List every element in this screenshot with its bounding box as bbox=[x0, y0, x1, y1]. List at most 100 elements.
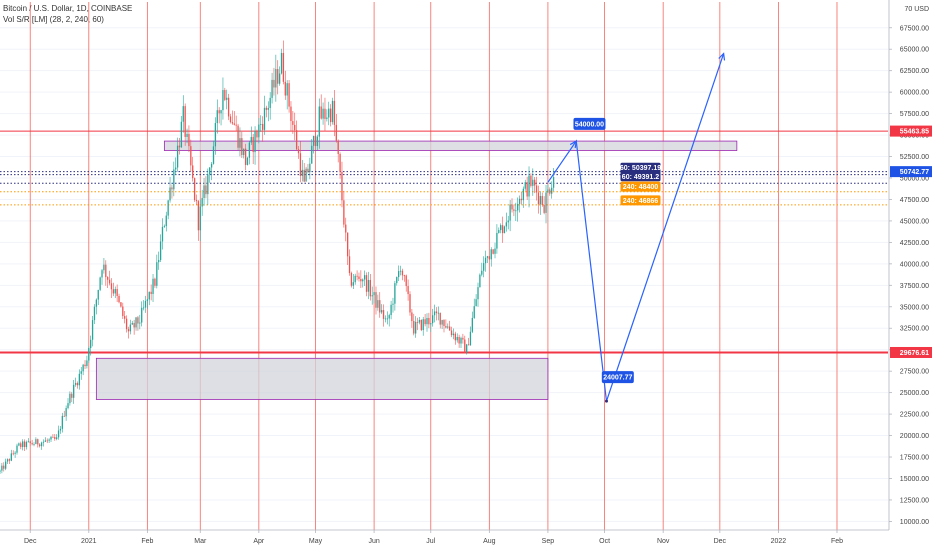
candle-body bbox=[403, 275, 405, 277]
time-tick-label: Dec bbox=[24, 538, 37, 545]
candle-body bbox=[222, 90, 224, 111]
candle-body bbox=[552, 177, 555, 188]
indicator-label-box bbox=[620, 181, 661, 192]
indicator-title: Vol S/R [LM] (28, 2, 240, 60) bbox=[3, 15, 104, 24]
candle-body bbox=[97, 289, 99, 300]
axis-price-label-box bbox=[890, 125, 932, 137]
candle-body bbox=[248, 142, 251, 158]
candle-body bbox=[186, 133, 188, 137]
candle-body bbox=[363, 275, 366, 280]
candle-body bbox=[246, 157, 249, 165]
candle-body bbox=[5, 461, 7, 469]
candle-body bbox=[84, 364, 86, 367]
candle-body bbox=[161, 226, 164, 242]
candle-body bbox=[71, 393, 73, 398]
candle-body bbox=[314, 135, 317, 147]
candle-body bbox=[54, 437, 56, 439]
candle-body bbox=[192, 165, 194, 179]
candle-body bbox=[171, 187, 173, 190]
candle-body bbox=[346, 232, 349, 257]
price-tick-label: 40000.00 bbox=[900, 261, 929, 268]
candle-body bbox=[350, 273, 353, 286]
candle-body bbox=[159, 241, 162, 261]
candle-body bbox=[411, 312, 413, 322]
candle-body bbox=[3, 465, 5, 469]
candle-body bbox=[271, 79, 273, 98]
time-tick-label: Nov bbox=[657, 538, 670, 545]
candle-body bbox=[195, 199, 198, 202]
candle-body bbox=[479, 274, 481, 288]
candle-body bbox=[501, 225, 504, 234]
candle-body bbox=[513, 209, 515, 211]
candle-body bbox=[99, 277, 101, 290]
candle-body bbox=[141, 307, 143, 323]
candle-body bbox=[373, 292, 375, 296]
candle-body bbox=[116, 289, 118, 296]
candle-body bbox=[524, 182, 526, 189]
candle-body bbox=[275, 69, 277, 88]
candle-body bbox=[207, 174, 209, 195]
candle-body bbox=[120, 302, 122, 307]
candle-body bbox=[180, 121, 183, 148]
candle-body bbox=[294, 124, 296, 131]
price-axis: 10000.00 12500.00 15000.00 17500.00 20000.00… bbox=[888, 0, 932, 550]
candle-body bbox=[483, 263, 485, 271]
price-tick-label: 20000.00 bbox=[900, 433, 929, 440]
candle-body bbox=[318, 106, 320, 137]
candle-body bbox=[471, 317, 474, 332]
candle-body bbox=[375, 292, 377, 308]
time-tick-label: 2022 bbox=[771, 538, 787, 545]
candle-body bbox=[449, 326, 451, 331]
candle-body bbox=[39, 444, 41, 447]
candle-body bbox=[343, 200, 345, 225]
candle-body bbox=[233, 123, 235, 125]
candle-body bbox=[6, 459, 9, 462]
candle-body bbox=[252, 136, 254, 153]
candle-body bbox=[307, 168, 309, 173]
candle-body bbox=[299, 153, 302, 176]
candle-body bbox=[133, 322, 135, 328]
candle-body bbox=[388, 315, 390, 319]
candle-body bbox=[241, 138, 243, 156]
candle-body bbox=[16, 445, 18, 453]
projection-arrow-up bbox=[569, 139, 578, 149]
candle-body bbox=[148, 291, 150, 300]
candle-body bbox=[335, 124, 337, 141]
candle-body bbox=[220, 110, 222, 114]
candle-body bbox=[530, 175, 532, 186]
candle-body bbox=[57, 430, 60, 438]
indicator-label-text: 240: 48400 bbox=[623, 184, 659, 191]
candle-body bbox=[59, 428, 62, 431]
candle-body bbox=[139, 322, 141, 324]
price-tick-label: 27500.00 bbox=[900, 369, 929, 376]
candle-body bbox=[466, 344, 468, 353]
axis-price-label-text: 50742.77 bbox=[900, 169, 929, 176]
candle-body bbox=[545, 192, 547, 213]
candle-body bbox=[18, 443, 20, 446]
candle-body bbox=[396, 277, 398, 284]
grid-lines bbox=[0, 2, 888, 530]
axis-price-label-box bbox=[890, 346, 932, 358]
price-tick-label: 67500.00 bbox=[900, 25, 929, 32]
candle-body bbox=[348, 256, 351, 274]
candle-body bbox=[322, 108, 324, 119]
candle-body bbox=[394, 283, 396, 304]
projection bbox=[547, 52, 726, 403]
candle-body bbox=[543, 204, 545, 213]
candle-body bbox=[447, 326, 449, 328]
candle-body bbox=[292, 121, 294, 125]
support-zone bbox=[95, 357, 549, 400]
axis-price-label-text: 29676.61 bbox=[900, 350, 929, 357]
candle-body bbox=[380, 310, 383, 313]
candle-body bbox=[31, 443, 33, 445]
candle-body bbox=[414, 321, 417, 334]
candle-body bbox=[129, 324, 132, 332]
candle-body bbox=[435, 311, 438, 314]
candle-body bbox=[156, 262, 158, 286]
candle-body bbox=[360, 278, 362, 282]
candle-body bbox=[316, 136, 319, 147]
price-tick-label: 12500.00 bbox=[900, 497, 929, 504]
candle-body bbox=[505, 222, 508, 227]
candle-body bbox=[50, 436, 52, 440]
